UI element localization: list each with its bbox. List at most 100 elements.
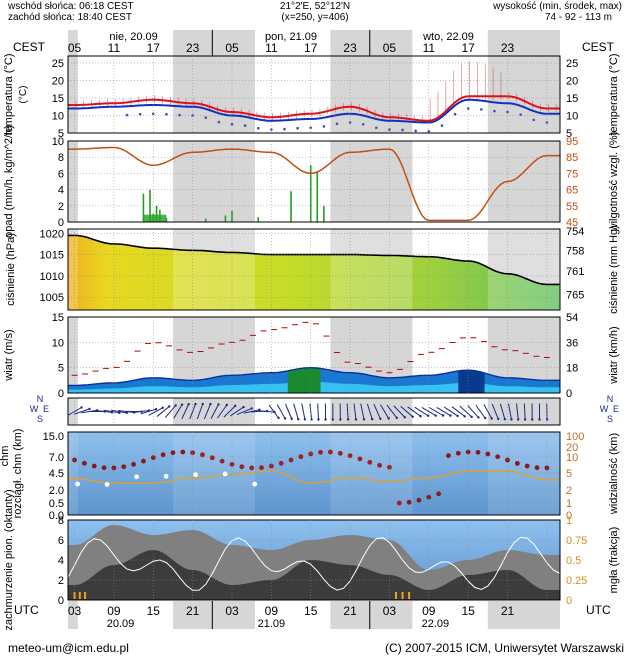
precip-bar xyxy=(204,218,207,222)
cest-label-left: CEST xyxy=(13,40,46,54)
wind-arrow-head xyxy=(154,407,158,411)
pressure-area xyxy=(68,235,560,310)
visibility-tick-right: 0 xyxy=(566,510,572,522)
cloud-base-dot xyxy=(416,497,422,503)
cloud-base-dot xyxy=(190,450,196,456)
dewpoint-line xyxy=(68,98,560,124)
wind-arrow-head xyxy=(80,406,83,409)
temp-min-dot xyxy=(532,118,536,122)
cloud-base-dot xyxy=(514,460,520,466)
bottom-night-band xyxy=(172,601,255,629)
temp-min-dot xyxy=(361,122,365,126)
cloud-top-dot xyxy=(134,474,140,480)
temp-tick-left: 10 xyxy=(52,111,64,123)
coords-text: 21°2'E, 52°12'N xyxy=(280,1,350,12)
visibility-tick-right: 1 xyxy=(566,498,572,510)
footer-email[interactable]: meteo-um@icm.edu.pl xyxy=(8,641,129,655)
cloud-tick-left: 7.0 xyxy=(49,452,64,464)
wind-arrow xyxy=(467,405,479,418)
temp-tick-right: 10 xyxy=(566,111,578,123)
utc-tick-label: 09 xyxy=(265,604,279,618)
wind-arrow-head xyxy=(234,404,237,408)
wind-tick-right: 54 xyxy=(566,312,578,324)
temp-tick-right: 20 xyxy=(566,76,578,88)
night-band xyxy=(487,141,560,222)
wind-arrow-head xyxy=(317,418,320,421)
precip-bar xyxy=(149,189,151,222)
cloud-base-dot xyxy=(495,454,501,460)
night-band xyxy=(68,398,78,425)
temp-min-dot xyxy=(256,126,260,130)
cloud-base-dot xyxy=(288,457,294,463)
wind-arrow xyxy=(301,403,306,420)
cloud-base-dot xyxy=(200,452,205,458)
temp-min-dot xyxy=(453,112,457,116)
wind-mean-line xyxy=(68,366,560,387)
wind-arrow-head xyxy=(242,405,245,409)
night-band xyxy=(330,141,413,222)
wind-arrow xyxy=(393,405,406,418)
wind-arrow-head xyxy=(456,414,459,418)
top-day-label: pon, 21.09 xyxy=(265,31,317,43)
wind-arrow-head xyxy=(168,405,171,408)
cloud-base-dot xyxy=(259,465,264,471)
top-night-band xyxy=(68,30,78,56)
night-band xyxy=(68,141,78,222)
wind-tick-left: 15 xyxy=(52,312,64,324)
temp-min-dot xyxy=(493,109,496,113)
top-time-axis xyxy=(68,30,560,56)
pressure-tick-left: 1010 xyxy=(40,271,64,283)
wind-tick-left: 5 xyxy=(58,363,64,375)
cloud-base-dot xyxy=(101,465,107,471)
humidity-tick-right: 45 xyxy=(566,217,578,229)
cloud-base-dot xyxy=(485,451,491,457)
wind-arrow-head xyxy=(194,402,197,406)
cest-tick-label: 23 xyxy=(501,41,515,55)
night-band xyxy=(487,398,560,425)
fog-tick-right: 0.75 xyxy=(566,535,587,547)
panel-border xyxy=(67,316,561,394)
precip-bar xyxy=(142,193,145,222)
cloud-base-dot xyxy=(121,464,127,470)
wind-arrow xyxy=(164,405,177,418)
precip-area xyxy=(143,214,167,222)
precip-bar xyxy=(155,205,158,222)
wind-arrow xyxy=(373,403,381,420)
wind-arrow xyxy=(110,409,127,414)
temp-tick-right: 25 xyxy=(566,58,578,70)
fog-marker xyxy=(84,592,87,599)
cloud-low-area xyxy=(68,550,560,600)
temp-min-dot xyxy=(479,108,483,111)
cloud-base-dot xyxy=(91,463,97,469)
wind-arrow xyxy=(173,404,183,419)
cest-tick-label: 23 xyxy=(343,41,357,55)
temp-min-dot xyxy=(414,129,417,133)
wind-arrow xyxy=(443,406,458,417)
compass-left-N: N xyxy=(37,394,44,404)
cest-tick-label: 23 xyxy=(186,41,200,55)
humidity-tick-right: 65 xyxy=(566,185,578,197)
wind-arrow xyxy=(96,410,113,413)
utc-tick-label: 21 xyxy=(186,604,200,618)
wind-arrow xyxy=(483,404,493,419)
cest-tick-label: 17 xyxy=(304,41,318,55)
night-band xyxy=(172,398,255,425)
wind-arrow-head xyxy=(449,414,452,417)
wind-arrow-head xyxy=(118,411,121,415)
cest-tick-label: 05 xyxy=(225,41,239,55)
temp-min-dot xyxy=(506,110,509,114)
wind-arrow-head xyxy=(523,418,527,421)
wind-arrow-head xyxy=(362,418,366,421)
wind-arrow-head xyxy=(174,404,177,407)
bottom-day-label: 20.09 xyxy=(107,618,135,630)
cloud-base-dot xyxy=(465,449,471,455)
wind-tick-right: 36 xyxy=(566,337,578,349)
top-day-label: wto, 22.09 xyxy=(422,31,474,43)
wind-arrow-head xyxy=(310,418,313,421)
pressure-night-tint xyxy=(68,229,78,310)
wind-arrow-head xyxy=(303,418,307,421)
bottom-axis-labels: 03 09 15 21 03 09 15 21 03 09 15 21 20.09 21.09 22.09 xyxy=(68,601,515,630)
wind-arrow xyxy=(459,405,472,418)
